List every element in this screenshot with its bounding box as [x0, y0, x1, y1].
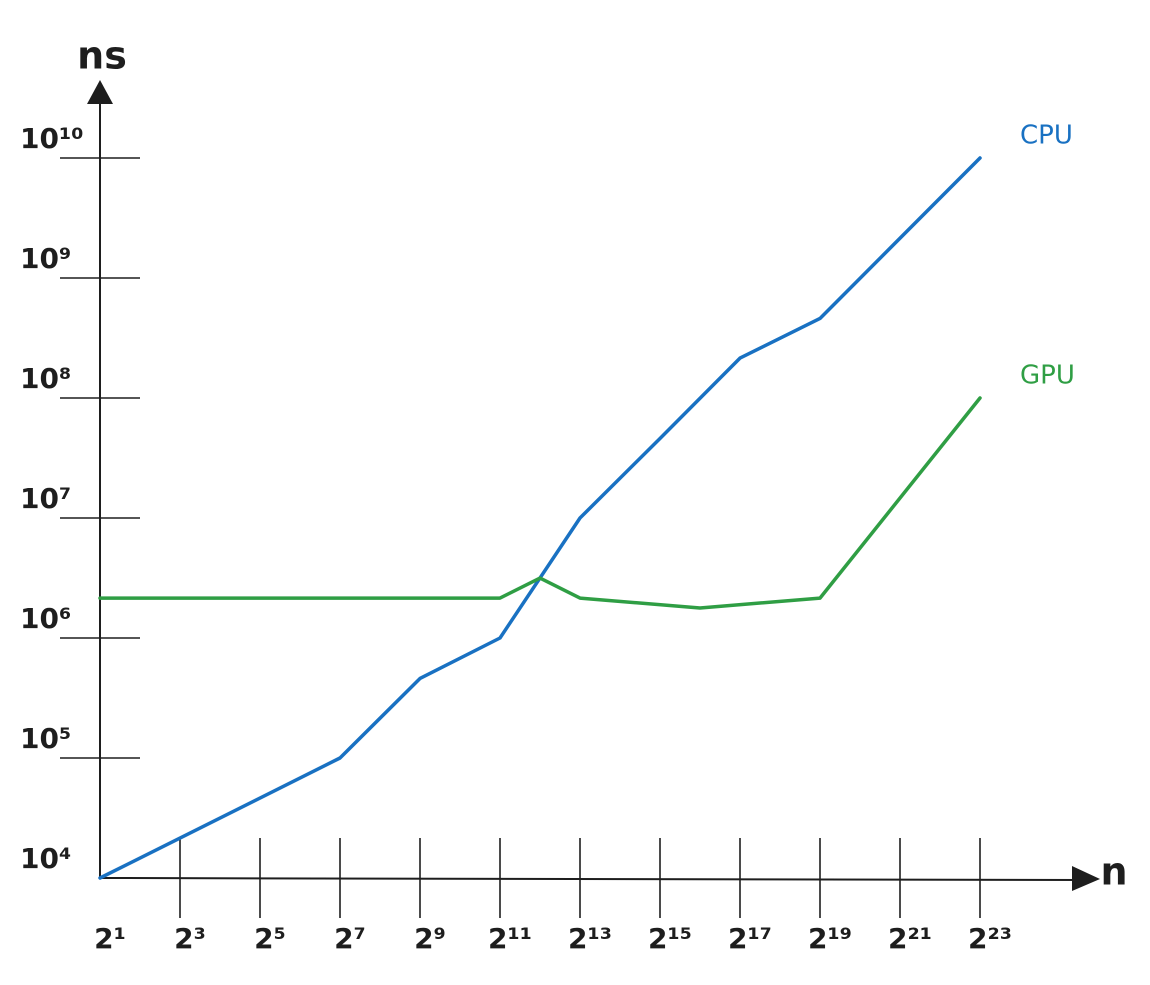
- y-tick-label: 10⁹: [20, 242, 71, 275]
- y-tick-label: 10⁵: [20, 722, 71, 755]
- x-tick-label: 2¹⁷: [728, 922, 772, 955]
- x-tick-label: 2²¹: [888, 922, 932, 955]
- series-line: [98, 396, 982, 610]
- x-axis-label: n: [1100, 850, 1127, 894]
- y-axis-arrow: [87, 80, 113, 104]
- x-tick-label: 2¹⁹: [808, 922, 852, 955]
- x-tick-label: 2²³: [968, 922, 1012, 955]
- x-tick-label: 2¹¹: [488, 922, 532, 955]
- x-tick-label: 2⁷: [334, 922, 366, 955]
- y-tick-label: 10⁷: [20, 482, 71, 515]
- x-tick-label: 2¹⁵: [648, 922, 692, 955]
- x-axis-arrow: [1072, 866, 1100, 891]
- y-tick-label: 10⁴: [20, 842, 71, 875]
- y-tick-label: 10⁸: [20, 362, 71, 395]
- y-tick-label: 10¹⁰: [20, 122, 84, 155]
- x-tick-label: 2¹: [94, 922, 126, 955]
- x-tick-label: 2¹³: [568, 922, 612, 955]
- legend-label: GPU: [1020, 361, 1075, 391]
- y-axis-label: ns: [77, 34, 127, 78]
- x-tick-label: 2³: [174, 922, 206, 955]
- legend-label: CPU: [1020, 121, 1073, 151]
- x-tick-label: 2⁹: [414, 922, 446, 955]
- x-tick-label: 2⁵: [254, 922, 286, 955]
- x-axis: [99, 877, 1086, 881]
- y-tick-label: 10⁶: [20, 602, 71, 635]
- series-line: [98, 156, 982, 880]
